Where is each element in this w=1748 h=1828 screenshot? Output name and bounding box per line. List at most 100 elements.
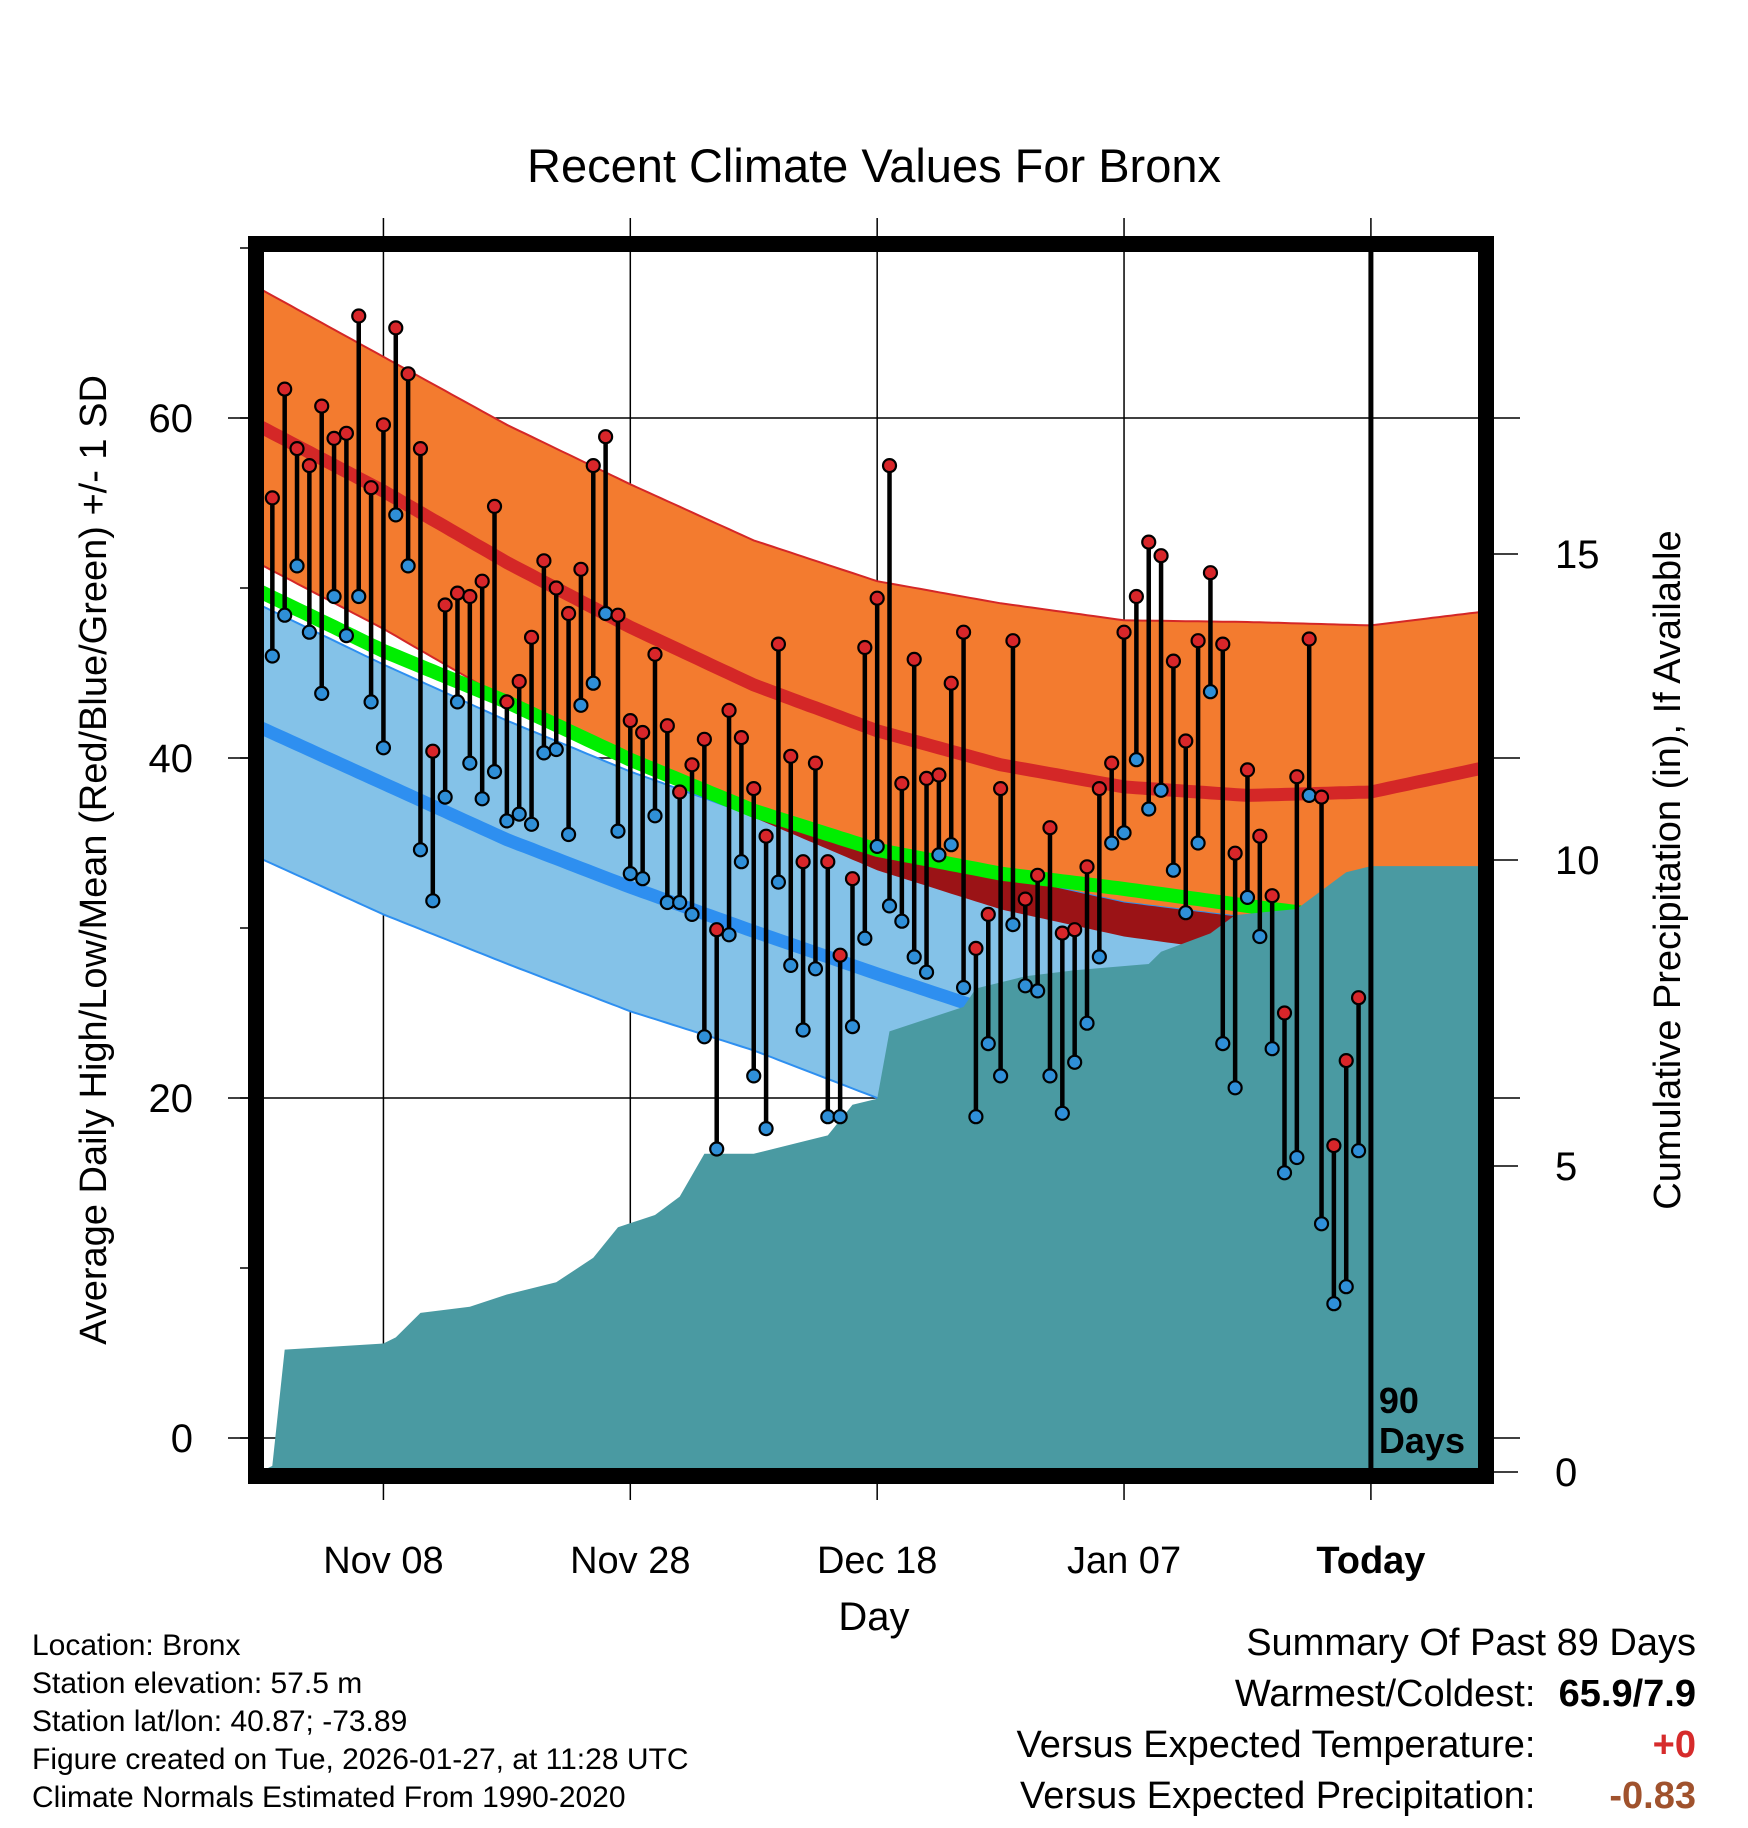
daily-low-point — [351, 588, 367, 605]
daily-high-point — [1178, 733, 1194, 749]
daily-low-point — [289, 558, 305, 574]
daily-high-point — [560, 605, 577, 622]
today-window-label-word: 90 — [1379, 1380, 1419, 1421]
warm-cold-label: Warmest/Coldest: — [1234, 1673, 1536, 1715]
x-axis-label: Day — [838, 1595, 909, 1639]
daily-low-point — [684, 906, 700, 923]
daily-high-point — [622, 712, 638, 729]
daily-high-point — [289, 441, 305, 457]
daily-low-point — [511, 806, 527, 822]
daily-low-point — [709, 1141, 725, 1157]
daily-high-point — [1091, 780, 1107, 797]
daily-low-point — [844, 1018, 861, 1035]
x-tick-label: Jan 07 — [1067, 1540, 1181, 1582]
daily-high-point — [1042, 820, 1058, 836]
daily-low-point — [1190, 835, 1206, 851]
daily-high-point — [1350, 990, 1367, 1006]
daily-low-point — [1042, 1068, 1058, 1084]
daily-low-point — [1153, 782, 1169, 798]
daily-high-point — [1301, 631, 1317, 647]
daily-low-point — [1141, 801, 1157, 817]
daily-high-point — [1215, 636, 1231, 652]
daily-low-point — [721, 927, 737, 943]
daily-high-point — [363, 480, 379, 496]
summary-title: Summary Of Past 89 Days — [1246, 1622, 1696, 1664]
daily-low-point — [548, 741, 564, 758]
daily-high-point — [523, 629, 540, 645]
daily-high-point — [301, 458, 317, 474]
y-tick-label: 60 — [149, 397, 194, 441]
daily-high-point — [338, 425, 355, 441]
daily-high-point — [795, 854, 811, 870]
daily-low-point — [622, 865, 638, 882]
y2-axis-label: Cumulative Precipitation (in), If Availa… — [1647, 530, 1689, 1209]
daily-low-point — [1227, 1080, 1243, 1096]
daily-high-point — [1338, 1052, 1354, 1069]
daily-low-point — [881, 898, 898, 914]
sd-overlap-band — [735, 809, 1482, 954]
chart-title: Recent Climate Values For Bronx — [527, 139, 1221, 192]
daily-low-point — [1202, 684, 1219, 700]
daily-high-point — [980, 906, 996, 923]
daily-low-point — [1215, 1035, 1231, 1052]
precip-vs-expected-value: -0.83 — [1609, 1775, 1696, 1817]
daily-low-point — [906, 949, 922, 965]
daily-low-point — [647, 808, 663, 824]
daily-high-point — [1005, 633, 1021, 649]
daily-low-point — [412, 842, 429, 858]
daily-low-point — [918, 964, 935, 980]
daily-high-point — [598, 429, 614, 445]
daily-low-point — [1289, 1149, 1305, 1166]
daily-low-point — [746, 1068, 762, 1084]
daily-high-point — [573, 561, 589, 577]
daily-high-point — [486, 498, 503, 514]
daily-low-point — [1104, 835, 1120, 851]
daily-high-point — [635, 724, 651, 741]
daily-low-point — [1252, 928, 1268, 945]
x-tick-label: Dec 18 — [817, 1540, 937, 1582]
daily-low-point — [931, 847, 947, 863]
daily-low-point — [610, 823, 626, 839]
daily-high-point — [1239, 762, 1256, 778]
daily-high-point — [1153, 548, 1169, 564]
daily-high-point — [548, 580, 564, 596]
daily-low-point — [1005, 916, 1021, 933]
y2-tick-label: 15 — [1555, 533, 1600, 577]
daily-low-point — [560, 826, 577, 843]
daily-low-point — [301, 624, 317, 640]
daily-high-point — [931, 767, 947, 783]
daily-low-point — [388, 507, 404, 523]
today-window-label: 90 Days — [1379, 1380, 1465, 1461]
daily-high-point — [659, 718, 675, 734]
temp-vs-expected-value: +0 — [1652, 1724, 1696, 1766]
daily-low-point — [1276, 1165, 1293, 1181]
daily-high-point — [844, 871, 861, 887]
daily-low-point — [807, 961, 824, 977]
daily-high-point — [709, 922, 725, 938]
daily-low-point — [795, 1022, 811, 1038]
daily-low-point — [672, 894, 688, 911]
daily-high-point — [412, 441, 429, 457]
daily-high-point — [770, 636, 787, 652]
location-text: Location: Bronx — [32, 1629, 241, 1662]
daily-low-point — [449, 694, 466, 710]
daily-low-point — [1116, 825, 1132, 841]
daily-low-point — [486, 763, 503, 780]
daily-low-point — [1128, 752, 1144, 768]
daily-high-point — [647, 646, 663, 662]
daily-high-point — [425, 743, 441, 759]
daily-high-point — [918, 770, 935, 787]
daily-high-point — [375, 417, 392, 433]
daily-high-point — [277, 381, 293, 397]
daily-high-point — [869, 590, 885, 606]
daily-low-point — [1079, 1015, 1095, 1031]
y2-tick-label: 10 — [1555, 839, 1600, 883]
daily-high-point — [943, 675, 959, 691]
daily-low-point — [1017, 978, 1033, 994]
precip-vs-expected-label: Versus Expected Precipitation: — [1020, 1775, 1536, 1817]
daily-high-point — [1313, 789, 1330, 805]
daily-low-point — [474, 791, 490, 807]
daily-high-point — [783, 748, 799, 764]
daily-high-point — [1276, 1005, 1293, 1021]
